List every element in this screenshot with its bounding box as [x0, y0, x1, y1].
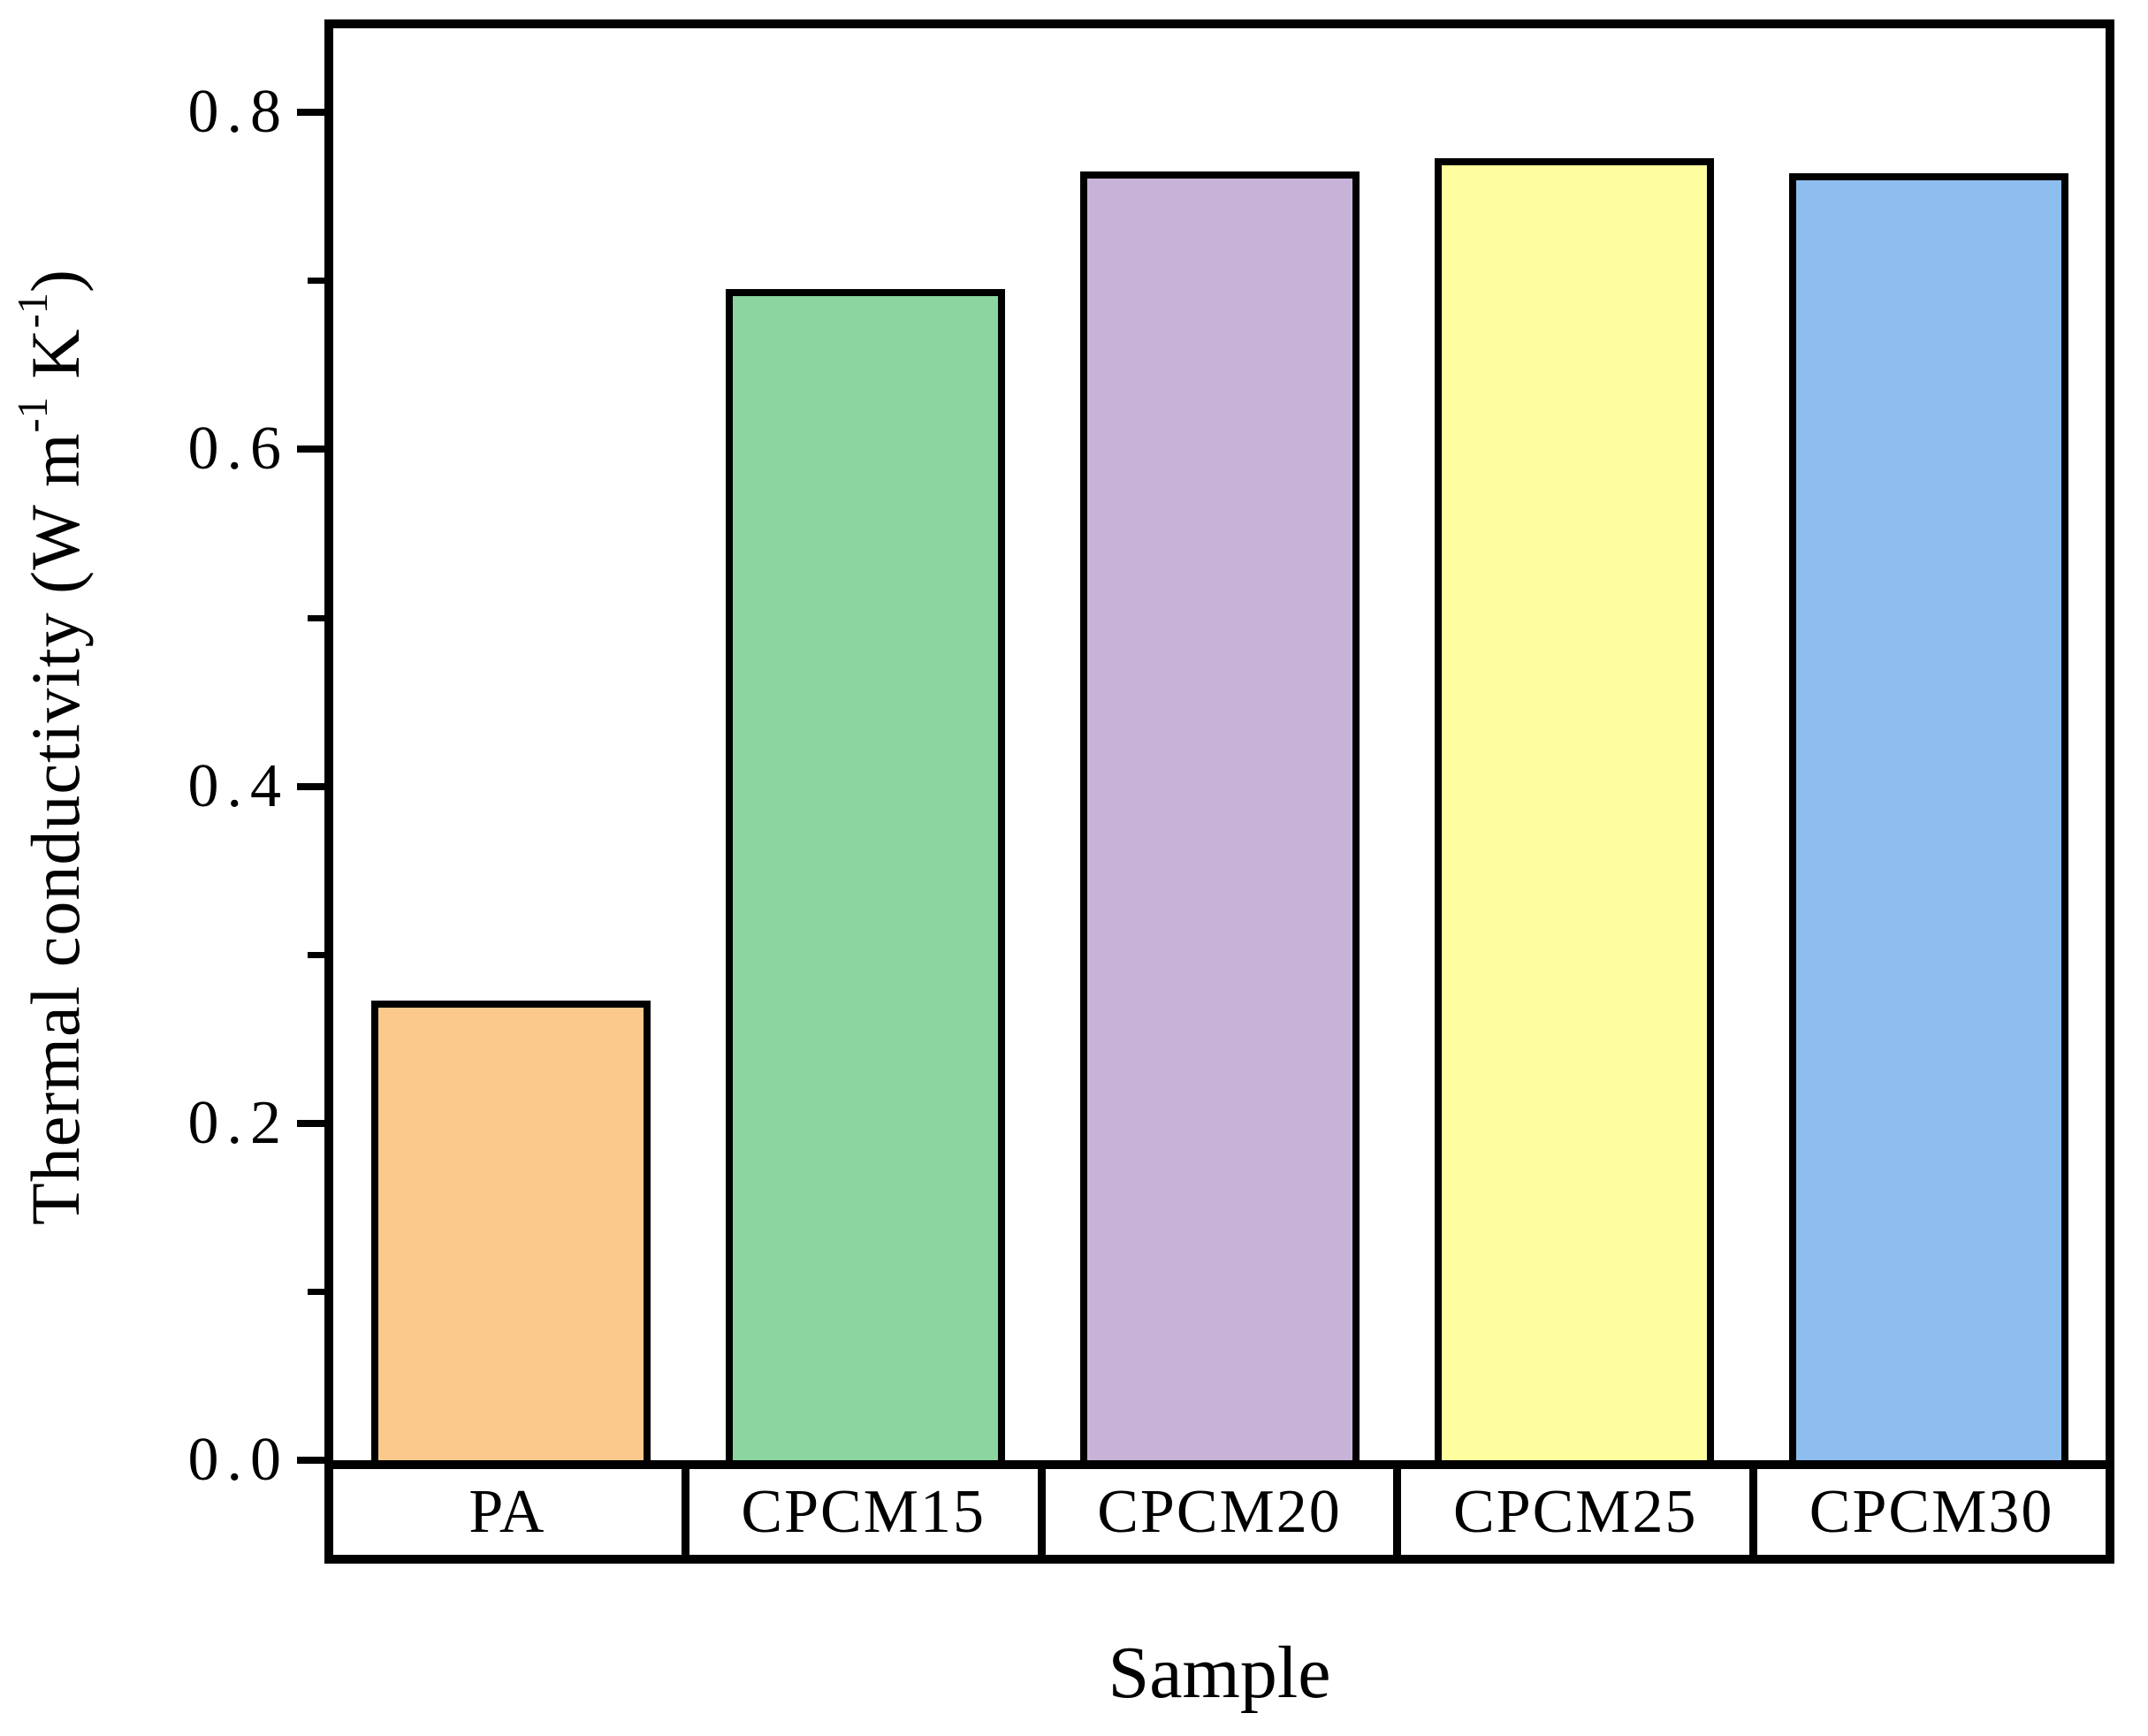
category-cell-CPCM25: CPCM25 [1393, 1469, 1749, 1555]
category-label: PA [468, 1477, 546, 1546]
plot-area [324, 19, 2114, 1469]
y-tick-label: 0.2 [187, 1089, 289, 1157]
y-axis-title-superscript: -1 [10, 397, 57, 433]
category-cell-PA: PA [333, 1469, 682, 1555]
y-major-tick [297, 109, 324, 116]
y-tick-label: 0.4 [187, 752, 289, 820]
y-minor-tick [308, 1289, 324, 1295]
y-tick-label: 0.8 [187, 78, 289, 146]
y-major-tick [297, 1457, 324, 1464]
x-axis-title: Sample [1108, 1632, 1331, 1714]
category-label: CPCM15 [741, 1477, 986, 1546]
y-axis-title-end: ) [17, 269, 94, 293]
category-cell-CPCM20: CPCM20 [1037, 1469, 1394, 1555]
category-cell-CPCM15: CPCM15 [681, 1469, 1038, 1555]
bar-PA [371, 1001, 651, 1460]
y-minor-tick [308, 278, 324, 284]
bar-CPCM20 [1080, 171, 1360, 1460]
x-axis-category-table: PA CPCM15 CPCM20 CPCM25 CPCM30 [324, 1469, 2114, 1564]
y-axis-title-main: Thermal conductivity (W m [17, 432, 94, 1225]
y-major-tick [297, 1120, 324, 1127]
category-cell-CPCM30: CPCM30 [1749, 1469, 2106, 1555]
y-tick-label: 0.0 [187, 1426, 289, 1494]
y-axis-title-mid: K [17, 328, 94, 398]
bar-CPCM15 [726, 289, 1005, 1460]
y-minor-tick [308, 952, 324, 958]
y-axis-title: Thermal conductivity (W m-1 K-1) [10, 269, 95, 1225]
y-major-tick [297, 783, 324, 790]
y-axis-title-superscript: -1 [10, 293, 57, 329]
y-tick-label: 0.6 [187, 415, 289, 483]
bar-CPCM25 [1435, 158, 1714, 1460]
category-label: CPCM30 [1809, 1477, 2054, 1546]
category-label: CPCM20 [1097, 1477, 1342, 1546]
bar-CPCM30 [1789, 173, 2068, 1460]
y-major-tick [297, 445, 324, 453]
category-label: CPCM25 [1453, 1477, 1698, 1546]
y-minor-tick [308, 615, 324, 621]
